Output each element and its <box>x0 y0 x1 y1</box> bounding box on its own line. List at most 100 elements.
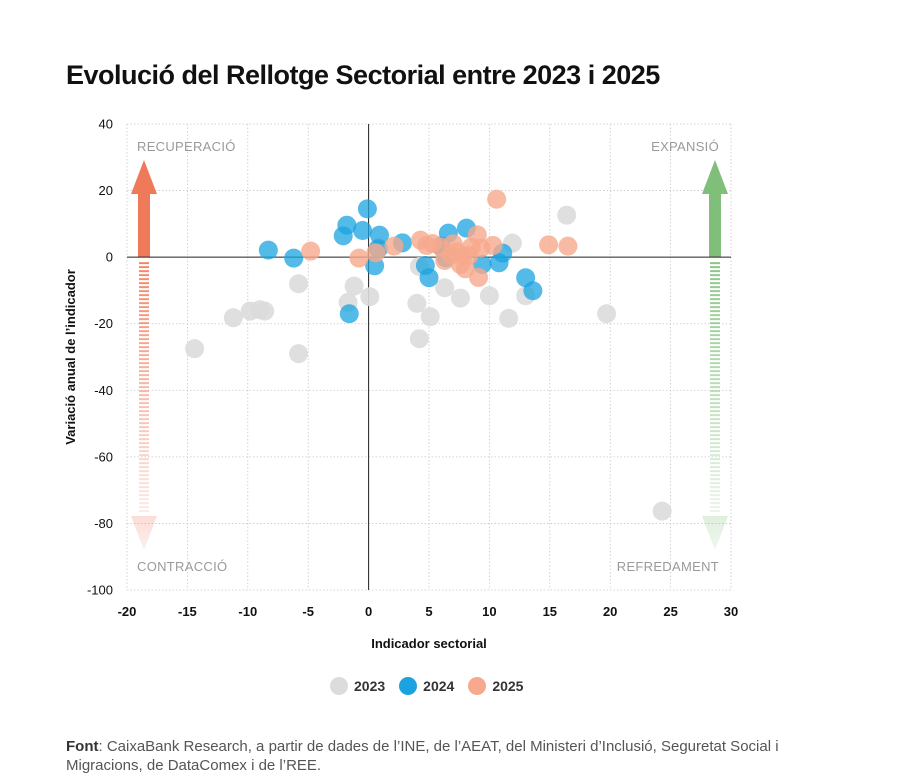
right-arrow-down-stripe <box>710 322 720 325</box>
right-arrow-down-stripe <box>710 446 720 449</box>
quadrant-label-expansio: EXPANSIÓ <box>651 139 719 154</box>
right-arrow-down-stripe <box>710 378 720 381</box>
right-arrow-down-stripe <box>710 358 720 361</box>
left-arrow-down-stripe <box>139 378 149 381</box>
right-arrow-down-stripe <box>710 398 720 401</box>
right-arrow-down-stripe <box>710 342 720 345</box>
legend-dot-2024 <box>399 677 418 695</box>
left-arrow-down-stripe <box>139 334 149 337</box>
left-arrow-down-stripe <box>139 302 149 305</box>
point-2023 <box>435 278 455 298</box>
right-arrow-down-stripe <box>710 422 720 425</box>
right-arrow-down-stripe <box>710 330 720 333</box>
right-arrow-down-stripe <box>710 306 720 309</box>
right-arrow-down-stripe <box>710 490 720 493</box>
left-arrow-down-stripe <box>139 290 149 293</box>
left-arrow-down-stripe <box>139 398 149 401</box>
left-arrow-up-shaft <box>138 190 150 258</box>
right-arrow-down-stripe <box>710 438 720 441</box>
left-arrow-down-stripe <box>139 382 149 385</box>
point-2023 <box>344 276 364 296</box>
x-tick-label: -20 <box>118 604 137 619</box>
left-arrow-down-stripe <box>139 330 149 333</box>
left-arrow-down-stripe <box>139 362 149 365</box>
left-arrow-down-stripe <box>139 274 149 277</box>
point-2024 <box>284 248 304 268</box>
left-arrow-down-stripe <box>139 350 149 353</box>
left-arrow-down-stripe <box>139 278 149 281</box>
legend-label-2023: 2023 <box>354 678 386 694</box>
left-arrow-down-stripe <box>139 282 149 285</box>
y-tick-label: 20 <box>99 183 113 198</box>
left-arrow-down-stripe <box>139 502 149 505</box>
right-arrow-down-stripe <box>710 450 720 453</box>
left-arrow-down-stripe <box>139 410 149 413</box>
left-arrow-down-stripe <box>139 310 149 313</box>
left-arrow-down-stripe <box>139 314 149 317</box>
point-2023 <box>450 288 470 308</box>
left-arrow-down-stripe <box>139 386 149 389</box>
left-arrow-down-stripe <box>139 474 149 477</box>
point-2023 <box>409 329 429 349</box>
x-tick-label: 10 <box>482 604 496 619</box>
legend-dot-2023 <box>330 677 348 695</box>
y-tick-label: 40 <box>99 117 113 132</box>
left-arrow-down-stripe <box>139 426 149 429</box>
right-arrow-down-stripe <box>710 402 720 405</box>
right-arrow-down-stripe <box>710 310 720 313</box>
left-arrow-down-stripe <box>139 390 149 393</box>
right-arrow-down-stripe <box>710 278 720 281</box>
right-arrow-down-stripe <box>710 382 720 385</box>
left-arrow-down-stripe <box>139 462 149 465</box>
left-arrow-down-stripe <box>139 430 149 433</box>
point-2025 <box>539 235 559 255</box>
point-2024 <box>339 304 359 324</box>
point-2024 <box>369 225 389 245</box>
left-arrow-down-stripe <box>139 450 149 453</box>
right-arrow-up-shaft <box>709 190 721 258</box>
right-arrow-down-stripe <box>710 362 720 365</box>
left-arrow-down-stripe <box>139 294 149 297</box>
left-arrow-down-stripe <box>139 370 149 373</box>
point-2023 <box>499 308 519 328</box>
quadrant-label-contraccio: CONTRACCIÓ <box>137 559 227 574</box>
legend-label-2024: 2024 <box>423 678 455 694</box>
right-arrow-down-stripe <box>710 294 720 297</box>
right-arrow-down-stripe <box>710 498 720 501</box>
point-2023 <box>597 304 617 324</box>
x-axis-label: Indicador sectorial <box>371 636 487 651</box>
right-arrow-down-stripe <box>710 326 720 329</box>
legend-item-2025: 2025 <box>468 677 523 695</box>
x-tick-label: 0 <box>365 604 372 619</box>
point-2025 <box>483 235 503 255</box>
legend-item-2024: 2024 <box>399 677 454 695</box>
left-arrow-down-stripe <box>139 490 149 493</box>
right-arrow-down-stripe <box>710 466 720 469</box>
point-2023 <box>223 308 243 328</box>
left-arrow-down-stripe <box>139 510 149 513</box>
point-2023 <box>652 501 672 521</box>
arrow-layer <box>131 160 728 550</box>
right-arrow-down-stripe <box>710 298 720 301</box>
left-arrow-down-stripe <box>139 306 149 309</box>
right-arrow-down-stripe <box>710 354 720 357</box>
left-arrow-down-stripe <box>139 326 149 329</box>
y-axis-label: Variació anual de l’indicador <box>63 269 78 445</box>
axis-layer: -20 -15 -10 -5 0 5 10 15 20 25 30 -100 -80 -60 -40 -20 0… <box>87 117 738 620</box>
right-arrow-down-stripe <box>710 470 720 473</box>
left-arrow-down-stripe <box>139 470 149 473</box>
right-arrow-down-stripe <box>710 266 720 269</box>
right-arrow-down-stripe <box>710 478 720 481</box>
left-arrow-down-stripe <box>139 478 149 481</box>
right-arrow-down-stripe <box>710 394 720 397</box>
left-arrow-down-stripe <box>139 414 149 417</box>
y-tick-label: -20 <box>94 316 113 331</box>
point-2025 <box>469 267 489 287</box>
points-layer <box>185 189 672 521</box>
left-arrow-up-head <box>131 160 157 194</box>
right-arrow-down-stripe <box>710 282 720 285</box>
right-arrow-down-stripe <box>710 502 720 505</box>
point-2025 <box>366 243 386 263</box>
point-2025 <box>349 248 369 268</box>
point-2025 <box>301 241 321 261</box>
